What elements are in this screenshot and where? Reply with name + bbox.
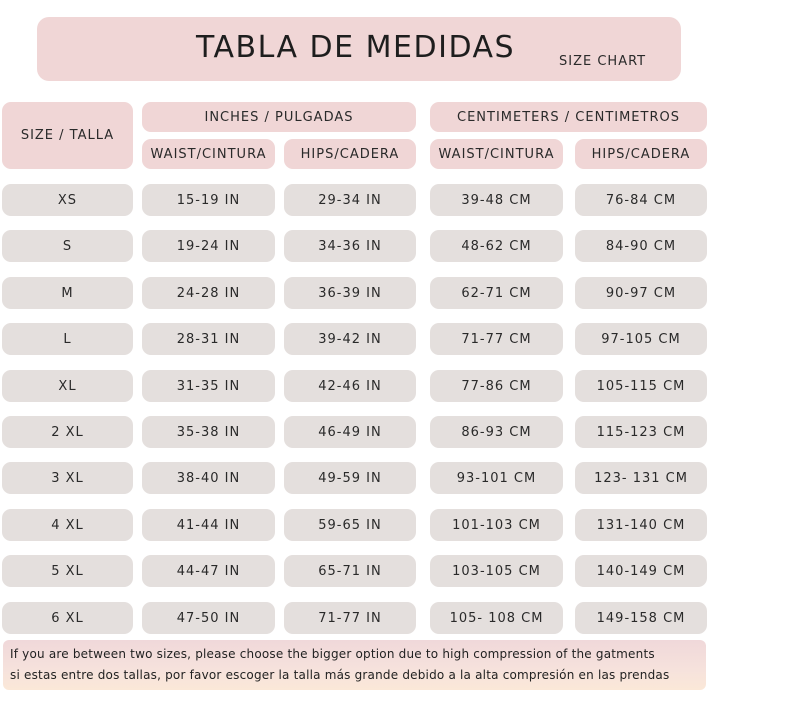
cell-inches-hips: 71-77 IN	[284, 602, 416, 634]
cell-cm-hips: 149-158 CM	[575, 602, 707, 634]
size-note-english: If you are between two sizes, please cho…	[10, 647, 655, 661]
cell-cm-waist: 86-93 CM	[430, 416, 563, 448]
cell-cm-waist: 105- 108 CM	[430, 602, 563, 634]
cell-size: 4 XL	[2, 509, 133, 541]
cell-cm-waist: 101-103 CM	[430, 509, 563, 541]
cell-cm-hips: 140-149 CM	[575, 555, 707, 587]
cell-cm-waist: 77-86 CM	[430, 370, 563, 402]
cell-cm-hips: 123- 131 CM	[575, 462, 707, 494]
cell-size: S	[2, 230, 133, 262]
cell-inches-hips: 34-36 IN	[284, 230, 416, 262]
size-note: If you are between two sizes, please cho…	[3, 640, 706, 690]
cell-inches-hips: 49-59 IN	[284, 462, 416, 494]
cell-size: M	[2, 277, 133, 309]
cell-size: 5 XL	[2, 555, 133, 587]
size-column-header: SIZE / TALLA	[2, 102, 133, 169]
cell-inches-waist: 44-47 IN	[142, 555, 275, 587]
cell-cm-waist: 103-105 CM	[430, 555, 563, 587]
cell-inches-waist: 24-28 IN	[142, 277, 275, 309]
cell-size: L	[2, 323, 133, 355]
cell-cm-hips: 105-115 CM	[575, 370, 707, 402]
cell-inches-hips: 59-65 IN	[284, 509, 416, 541]
cell-inches-hips: 42-46 IN	[284, 370, 416, 402]
cell-inches-hips: 36-39 IN	[284, 277, 416, 309]
cell-cm-waist: 39-48 CM	[430, 184, 563, 216]
cell-cm-hips: 97-105 CM	[575, 323, 707, 355]
cell-size: XL	[2, 370, 133, 402]
cell-cm-waist: 48-62 CM	[430, 230, 563, 262]
centimeters-group-header: CENTIMETERS / CENTIMETROS	[430, 102, 707, 132]
cell-inches-hips: 29-34 IN	[284, 184, 416, 216]
cell-cm-hips: 115-123 CM	[575, 416, 707, 448]
cell-size: XS	[2, 184, 133, 216]
cell-inches-hips: 39-42 IN	[284, 323, 416, 355]
cell-cm-hips: 131-140 CM	[575, 509, 707, 541]
cm-hips-header: HIPS/CADERA	[575, 139, 707, 169]
inches-hips-header: HIPS/CADERA	[284, 139, 416, 169]
cell-cm-waist: 71-77 CM	[430, 323, 563, 355]
size-note-spanish: si estas entre dos tallas, por favor esc…	[10, 668, 670, 682]
cell-inches-waist: 19-24 IN	[142, 230, 275, 262]
cell-size: 6 XL	[2, 602, 133, 634]
page-title: TABLA DE MEDIDAS	[196, 30, 516, 65]
title-banner	[37, 17, 681, 81]
page-subtitle: SIZE CHART	[559, 54, 647, 69]
inches-group-header: INCHES / PULGADAS	[142, 102, 416, 132]
cell-cm-hips: 76-84 CM	[575, 184, 707, 216]
cell-inches-hips: 65-71 IN	[284, 555, 416, 587]
cm-waist-header: WAIST/CINTURA	[430, 139, 563, 169]
cell-cm-hips: 84-90 CM	[575, 230, 707, 262]
cell-inches-hips: 46-49 IN	[284, 416, 416, 448]
cell-inches-waist: 15-19 IN	[142, 184, 275, 216]
cell-size: 2 XL	[2, 416, 133, 448]
cell-inches-waist: 41-44 IN	[142, 509, 275, 541]
cell-cm-hips: 90-97 CM	[575, 277, 707, 309]
cell-inches-waist: 31-35 IN	[142, 370, 275, 402]
cell-cm-waist: 93-101 CM	[430, 462, 563, 494]
cell-inches-waist: 28-31 IN	[142, 323, 275, 355]
cell-inches-waist: 38-40 IN	[142, 462, 275, 494]
cell-inches-waist: 47-50 IN	[142, 602, 275, 634]
cell-cm-waist: 62-71 CM	[430, 277, 563, 309]
inches-waist-header: WAIST/CINTURA	[142, 139, 275, 169]
cell-inches-waist: 35-38 IN	[142, 416, 275, 448]
cell-size: 3 XL	[2, 462, 133, 494]
